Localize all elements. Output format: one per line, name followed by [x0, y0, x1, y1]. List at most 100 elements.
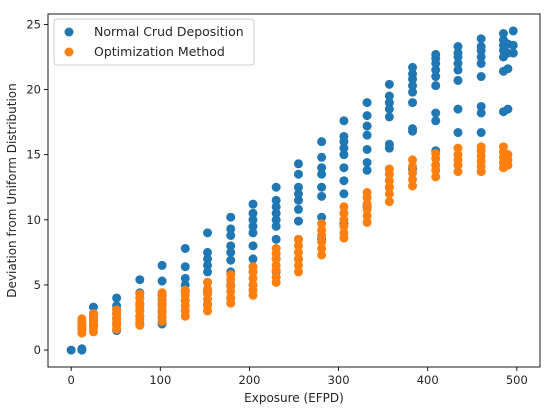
- point-optimization-method-82: [362, 217, 372, 227]
- point-normal-crud-deposition-121: [408, 81, 418, 91]
- point-normal-crud-deposition-0: [66, 345, 76, 355]
- point-optimization-method-54: [248, 273, 258, 283]
- point-normal-crud-deposition-94: [339, 163, 349, 173]
- point-optimization-method-94: [408, 181, 418, 191]
- point-optimization-method-88: [384, 197, 394, 207]
- legend: Normal Crud Deposition Optimization Meth…: [53, 18, 255, 66]
- point-normal-crud-deposition-92: [339, 189, 349, 199]
- point-normal-crud-deposition-115: [384, 79, 394, 89]
- point-normal-crud-deposition-79: [293, 189, 303, 199]
- point-normal-crud-deposition-68: [271, 221, 281, 231]
- point-normal-crud-deposition-113: [384, 98, 394, 108]
- point-optimization-method-69: [293, 234, 303, 244]
- point-normal-crud-deposition-135: [453, 104, 463, 114]
- point-optimization-method-56: [248, 262, 258, 272]
- point-normal-crud-deposition-82: [293, 159, 303, 169]
- point-normal-crud-deposition-143: [476, 108, 486, 118]
- point-normal-crud-deposition-95: [339, 150, 349, 160]
- point-optimization-method-108: [453, 143, 463, 153]
- point-normal-crud-deposition-80: [293, 182, 303, 192]
- point-normal-crud-deposition-2: [77, 344, 87, 354]
- point-normal-crud-deposition-73: [271, 182, 281, 192]
- point-optimization-method-78: [339, 221, 349, 231]
- point-normal-crud-deposition-54: [226, 224, 236, 234]
- point-normal-crud-deposition-120: [408, 87, 418, 97]
- x-tick-label-500: 500: [506, 373, 528, 387]
- point-optimization-method-38: [180, 285, 190, 295]
- point-optimization-method-66: [293, 254, 303, 264]
- y-tick-label-15: 15: [26, 148, 41, 162]
- point-optimization-method-98: [408, 155, 418, 165]
- point-normal-crud-deposition-99: [339, 116, 349, 126]
- point-normal-crud-deposition-46: [203, 228, 213, 238]
- point-normal-crud-deposition-72: [271, 195, 281, 205]
- point-normal-crud-deposition-130: [431, 65, 441, 75]
- point-normal-crud-deposition-129: [431, 72, 441, 82]
- x-tick-label-100: 100: [149, 373, 171, 387]
- point-normal-crud-deposition-136: [453, 75, 463, 85]
- y-tick-label-20: 20: [26, 83, 41, 97]
- point-optimization-method-95: [408, 174, 418, 184]
- point-optimization-method-25: [135, 289, 145, 299]
- point-normal-crud-deposition-157: [498, 29, 508, 39]
- point-normal-crud-deposition-62: [248, 215, 258, 225]
- point-optimization-method-75: [317, 219, 327, 229]
- point-optimization-method-96: [408, 168, 418, 178]
- point-optimization-method-74: [317, 225, 327, 235]
- point-optimization-method-81: [339, 202, 349, 212]
- point-normal-crud-deposition-158: [503, 104, 513, 114]
- point-optimization-method-77: [339, 228, 349, 238]
- point-normal-crud-deposition-88: [317, 163, 327, 173]
- legend-marker-normal-crud-deposition: [64, 27, 74, 37]
- point-normal-crud-deposition-103: [362, 144, 372, 154]
- point-normal-crud-deposition-51: [226, 247, 236, 257]
- point-normal-crud-deposition-144: [476, 101, 486, 111]
- point-normal-crud-deposition-146: [476, 59, 486, 68]
- point-normal-crud-deposition-134: [453, 128, 463, 138]
- point-optimization-method-89: [384, 189, 394, 199]
- point-normal-crud-deposition-50: [226, 255, 236, 265]
- point-normal-crud-deposition-128: [431, 81, 441, 91]
- point-normal-crud-deposition-141: [453, 42, 463, 52]
- point-optimization-method-43: [203, 284, 213, 294]
- point-optimization-method-70: [317, 250, 327, 260]
- point-normal-crud-deposition-85: [317, 191, 327, 201]
- point-normal-crud-deposition-114: [384, 91, 394, 101]
- point-normal-crud-deposition-106: [362, 111, 372, 121]
- point-normal-crud-deposition-84: [317, 212, 327, 222]
- point-normal-crud-deposition-163: [508, 40, 518, 50]
- point-normal-crud-deposition-87: [317, 169, 327, 179]
- point-optimization-method-93: [384, 164, 394, 174]
- x-axis-label: Exposure (EFPD): [244, 391, 344, 405]
- point-optimization-method-104: [453, 167, 463, 177]
- point-normal-crud-deposition-138: [453, 59, 463, 68]
- point-normal-crud-deposition-119: [408, 98, 418, 108]
- point-normal-crud-deposition-104: [362, 130, 372, 140]
- point-normal-crud-deposition-159: [503, 64, 513, 74]
- point-normal-crud-deposition-45: [203, 247, 213, 257]
- point-optimization-method-79: [339, 215, 349, 225]
- point-normal-crud-deposition-31: [157, 260, 167, 270]
- point-normal-crud-deposition-124: [408, 62, 418, 72]
- point-normal-crud-deposition-44: [203, 254, 213, 264]
- point-normal-crud-deposition-69: [271, 215, 281, 225]
- point-normal-crud-deposition-150: [476, 34, 486, 44]
- point-optimization-method-50: [226, 270, 236, 280]
- point-normal-crud-deposition-16: [112, 293, 122, 303]
- point-optimization-method-11: [88, 309, 98, 319]
- point-normal-crud-deposition-77: [293, 204, 303, 214]
- point-normal-crud-deposition-102: [362, 157, 372, 167]
- point-normal-crud-deposition-23: [135, 275, 145, 285]
- point-normal-crud-deposition-110: [384, 139, 394, 149]
- point-normal-crud-deposition-101: [362, 165, 372, 175]
- point-optimization-method-64: [293, 267, 303, 277]
- point-optimization-method-48: [226, 281, 236, 291]
- point-normal-crud-deposition-112: [384, 104, 394, 114]
- point-normal-crud-deposition-111: [384, 112, 394, 122]
- point-normal-crud-deposition-81: [293, 169, 303, 179]
- point-optimization-method-119: [498, 142, 508, 152]
- point-optimization-method-17: [112, 305, 122, 315]
- point-optimization-method-101: [431, 160, 441, 170]
- point-normal-crud-deposition-64: [248, 199, 258, 209]
